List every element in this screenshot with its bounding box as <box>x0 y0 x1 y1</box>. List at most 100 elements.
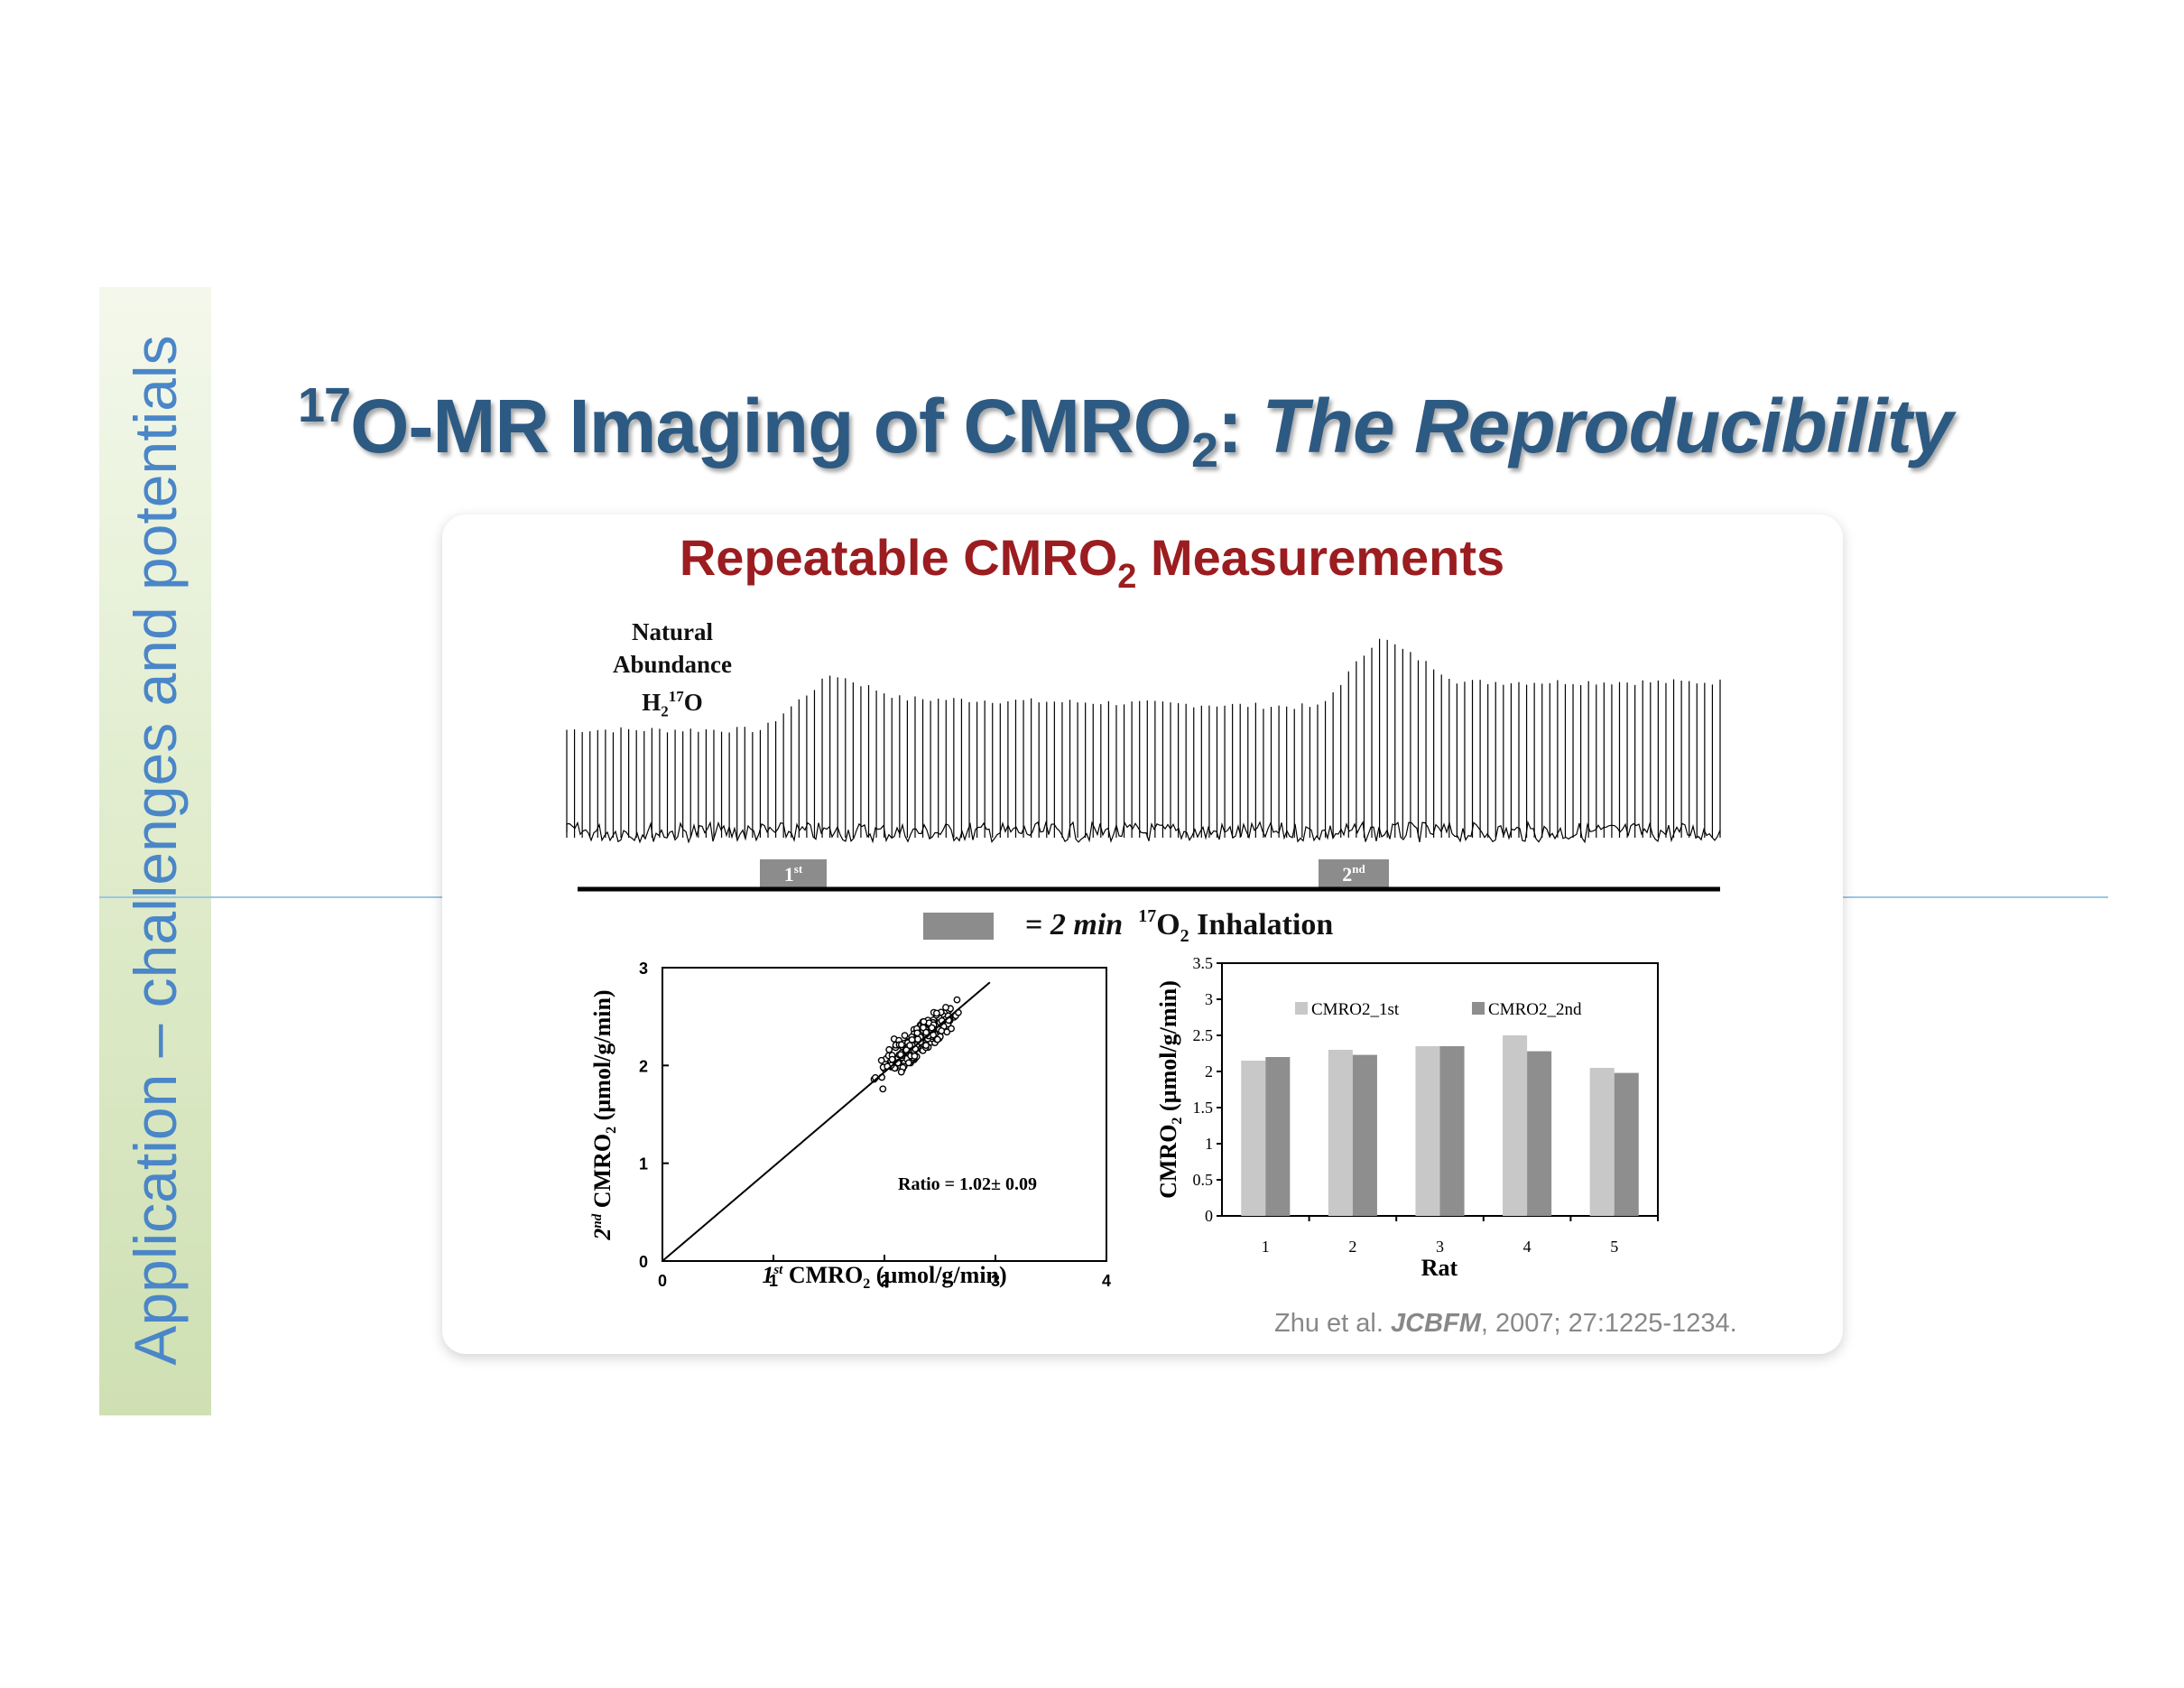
bar-CMRO2_1st <box>1415 1046 1440 1216</box>
bar-x-ticks: 1 2 3 4 5 <box>1262 1216 1659 1256</box>
title-superscript: 17 <box>298 378 351 432</box>
inhalation-marker-1-label: 1st <box>784 862 803 886</box>
bar-x-label: Rat <box>1421 1255 1458 1281</box>
legend-label-CMRO2_1st: CMRO2_1st <box>1311 1000 1400 1019</box>
scatter-point <box>953 996 961 1004</box>
title-subscript: 2 <box>1190 423 1218 478</box>
scatter-annotation: Ratio = 1.02± 0.09 <box>898 1174 1037 1194</box>
scatter-point <box>920 1017 928 1025</box>
spectrum-label-line3: H217O <box>642 688 703 720</box>
inhalation-marker-1 <box>760 859 827 888</box>
scatter-x-tick-label: 1 <box>769 1272 778 1290</box>
scatter-x-tick-label: 2 <box>880 1272 889 1290</box>
legend-text: = 2 min 17O2 Inhalation <box>1025 906 1334 946</box>
scatter-point <box>948 1025 955 1033</box>
spectrum-label-line2: Abundance <box>612 651 733 678</box>
bar-y-label: CMRO2 (µmol/g/min) <box>1155 980 1185 1199</box>
scatter-point <box>888 1055 896 1063</box>
bar-CMRO2_1st <box>1589 1068 1615 1216</box>
scatter-y-label: 2nd CMRO2 (µmol/g/min) <box>589 989 619 1240</box>
scatter-fit-line <box>662 981 991 1262</box>
scatter-point <box>932 1009 940 1017</box>
title-colon: : <box>1217 384 1263 468</box>
bar-x-tick-label: 1 <box>1262 1238 1270 1256</box>
bar-CMRO2_2nd <box>1527 1051 1552 1216</box>
bar-y-ticks: 0 0.5 1 1.5 2 2.5 3 3.5 <box>1193 954 1222 1225</box>
title-italic: The Reproducibility <box>1262 384 1953 468</box>
bar-x-tick-label: 4 <box>1523 1238 1532 1256</box>
scatter-y-tick-label: 3 <box>639 960 648 978</box>
scatter-point <box>911 1053 919 1060</box>
slide-title: 17O-MR Imaging of CMRO2: The Reproducibi… <box>298 377 1953 478</box>
title-main: O-MR Imaging of CMRO <box>350 384 1192 468</box>
inhalation-marker-2 <box>1319 859 1389 888</box>
citation-details: , 2007; 27:1225-1234. <box>1480 1309 1737 1338</box>
card-title-end: Measurements <box>1136 529 1505 586</box>
bar-legend: CMRO2_1st CMRO2_2nd <box>1295 1000 1582 1019</box>
citation: Zhu et al. JCBFM, 2007; 27:1225-1234. <box>1274 1309 1737 1339</box>
bar-CMRO2_1st <box>1328 1050 1353 1216</box>
bar-y-tick-label: 0.5 <box>1193 1171 1214 1189</box>
bar-CMRO2_1st <box>1241 1061 1266 1216</box>
bar-y-tick-label: 1 <box>1205 1135 1213 1153</box>
scatter-x-label: 1st CMRO2 (µmol/g/min) <box>762 1262 1006 1292</box>
divider-right <box>1740 896 2108 898</box>
legend-label-CMRO2_2nd: CMRO2_2nd <box>1488 1000 1582 1019</box>
citation-journal: JCBFM <box>1390 1309 1481 1338</box>
scatter-point <box>913 1029 921 1037</box>
citation-authors: Zhu et al. <box>1274 1309 1391 1338</box>
scatter-point <box>922 1042 930 1050</box>
scatter-point <box>938 1027 946 1034</box>
bar-y-tick-label: 0 <box>1205 1207 1213 1225</box>
bar-y-tick-label: 1.5 <box>1193 1099 1214 1117</box>
scatter-x-tick-label: 3 <box>991 1272 1000 1290</box>
scatter-x-tick-label: 0 <box>658 1272 667 1290</box>
spectrum-noise-trace <box>566 820 1721 844</box>
scatter-point <box>922 1028 930 1036</box>
bar-CMRO2_2nd <box>1439 1046 1465 1216</box>
scatter-point <box>901 1032 909 1040</box>
scatter-y-tick-label: 1 <box>639 1155 648 1173</box>
bar-CMRO2_2nd <box>1265 1057 1291 1216</box>
scatter-point <box>879 1085 887 1093</box>
scatter-y-tick-label: 2 <box>639 1057 648 1075</box>
scatter-point <box>877 1056 885 1064</box>
legend-swatch-CMRO2_2nd <box>1472 1002 1485 1015</box>
scatter-y-ticks: 0 1 2 3 <box>639 960 669 1271</box>
legend-swatch-CMRO2_1st <box>1295 1002 1308 1015</box>
scatter-point <box>933 1035 941 1043</box>
scatter-point <box>897 1041 905 1049</box>
spectrum-label: Natural Abundance H217O <box>591 616 754 728</box>
spectrum-label-line1: Natural <box>632 618 713 645</box>
spectrum-plot: 1st 2nd <box>566 638 1721 892</box>
scatter-point <box>942 1004 949 1011</box>
legend-swatch <box>923 913 994 940</box>
scatter-point <box>906 1042 914 1050</box>
bar-CMRO2_2nd <box>1352 1054 1377 1216</box>
bar-y-tick-label: 3.5 <box>1193 954 1214 972</box>
scatter-point <box>904 1059 912 1067</box>
bar-bars <box>1241 1035 1639 1216</box>
bar-CMRO2_1st <box>1503 1035 1528 1216</box>
card-title-subscript: 2 <box>1117 558 1137 596</box>
scatter-chart: 0 1 2 3 0 1 2 3 4 Ratio = 1.02± 0.09 1st CMRO2 … <box>589 960 1111 1292</box>
bar-y-tick-label: 2.5 <box>1193 1026 1214 1044</box>
scatter-x-tick-label: 4 <box>1102 1272 1111 1290</box>
inhalation-marker-2-label: 2nd <box>1342 862 1365 886</box>
bar-x-tick-label: 5 <box>1610 1238 1618 1256</box>
card-title-main: Repeatable CMRO <box>679 529 1118 586</box>
scatter-y-tick-label: 0 <box>639 1253 648 1271</box>
bar-chart: 0 0.5 1 1.5 2 2.5 3 3.5 1 2 3 4 5 CMRO2_1st CMRO2_2n… <box>1155 954 1659 1281</box>
bar-x-tick-label: 2 <box>1348 1238 1356 1256</box>
scatter-point <box>897 1068 905 1076</box>
divider-left <box>99 896 525 898</box>
spectrum-peaks <box>566 638 1721 838</box>
spectrum-baseline-noise <box>566 820 1721 844</box>
bar-y-tick-label: 2 <box>1205 1062 1213 1081</box>
scatter-frame <box>662 967 1107 1262</box>
bar-x-tick-label: 3 <box>1436 1238 1444 1256</box>
card-title: Repeatable CMRO2 Measurements <box>0 528 2184 597</box>
scatter-points <box>870 996 962 1093</box>
sidebar-title: Application – challenges and potentials <box>122 335 189 1366</box>
